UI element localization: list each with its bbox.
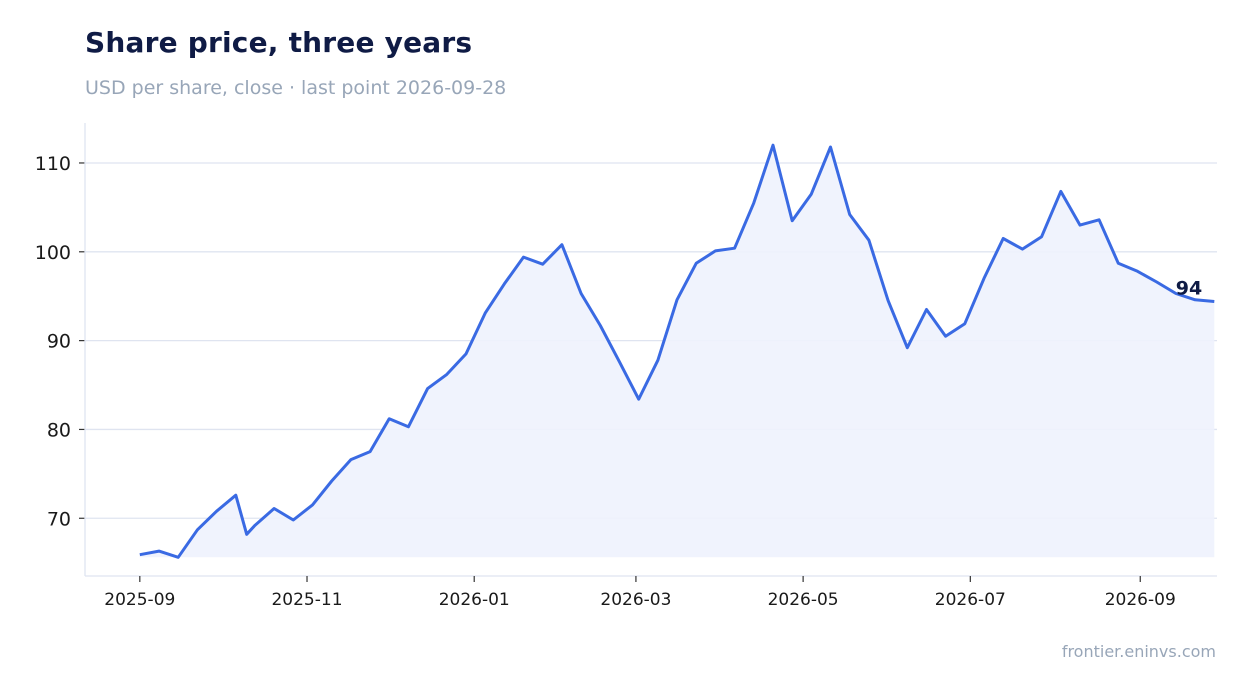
- last-value-label: 94: [1176, 277, 1202, 299]
- x-tick-label-2025-09: 2025-09: [104, 590, 175, 610]
- x-tick-label-2025-11: 2025-11: [271, 590, 342, 610]
- axes: [79, 123, 1217, 582]
- chart-subtitle: USD per share, close · last point 2026-0…: [85, 77, 507, 99]
- x-tick-label-2026-05: 2026-05: [768, 590, 839, 610]
- y-tick-label-100: 100: [35, 242, 71, 264]
- y-tick-label-90: 90: [47, 331, 71, 353]
- y-tick-label-80: 80: [47, 419, 71, 441]
- x-tick-label-2026-01: 2026-01: [439, 590, 510, 610]
- x-tick-label-2026-09: 2026-09: [1105, 590, 1176, 610]
- y-tick-label-110: 110: [35, 153, 71, 175]
- chart-title: Share price, three years: [85, 26, 473, 59]
- price-area: [139, 145, 1215, 558]
- price-line: [139, 143, 1215, 559]
- x-tick-label-2026-03: 2026-03: [600, 590, 671, 610]
- x-tick-label-2026-07: 2026-07: [935, 590, 1006, 610]
- source-credit: frontier.eninvs.com: [1061, 642, 1216, 661]
- tick-labels: 70 80 90 100 110 2025-09 2025-11 2026-01 2026-03…: [35, 153, 1176, 610]
- y-tick-label-70: 70: [47, 508, 71, 530]
